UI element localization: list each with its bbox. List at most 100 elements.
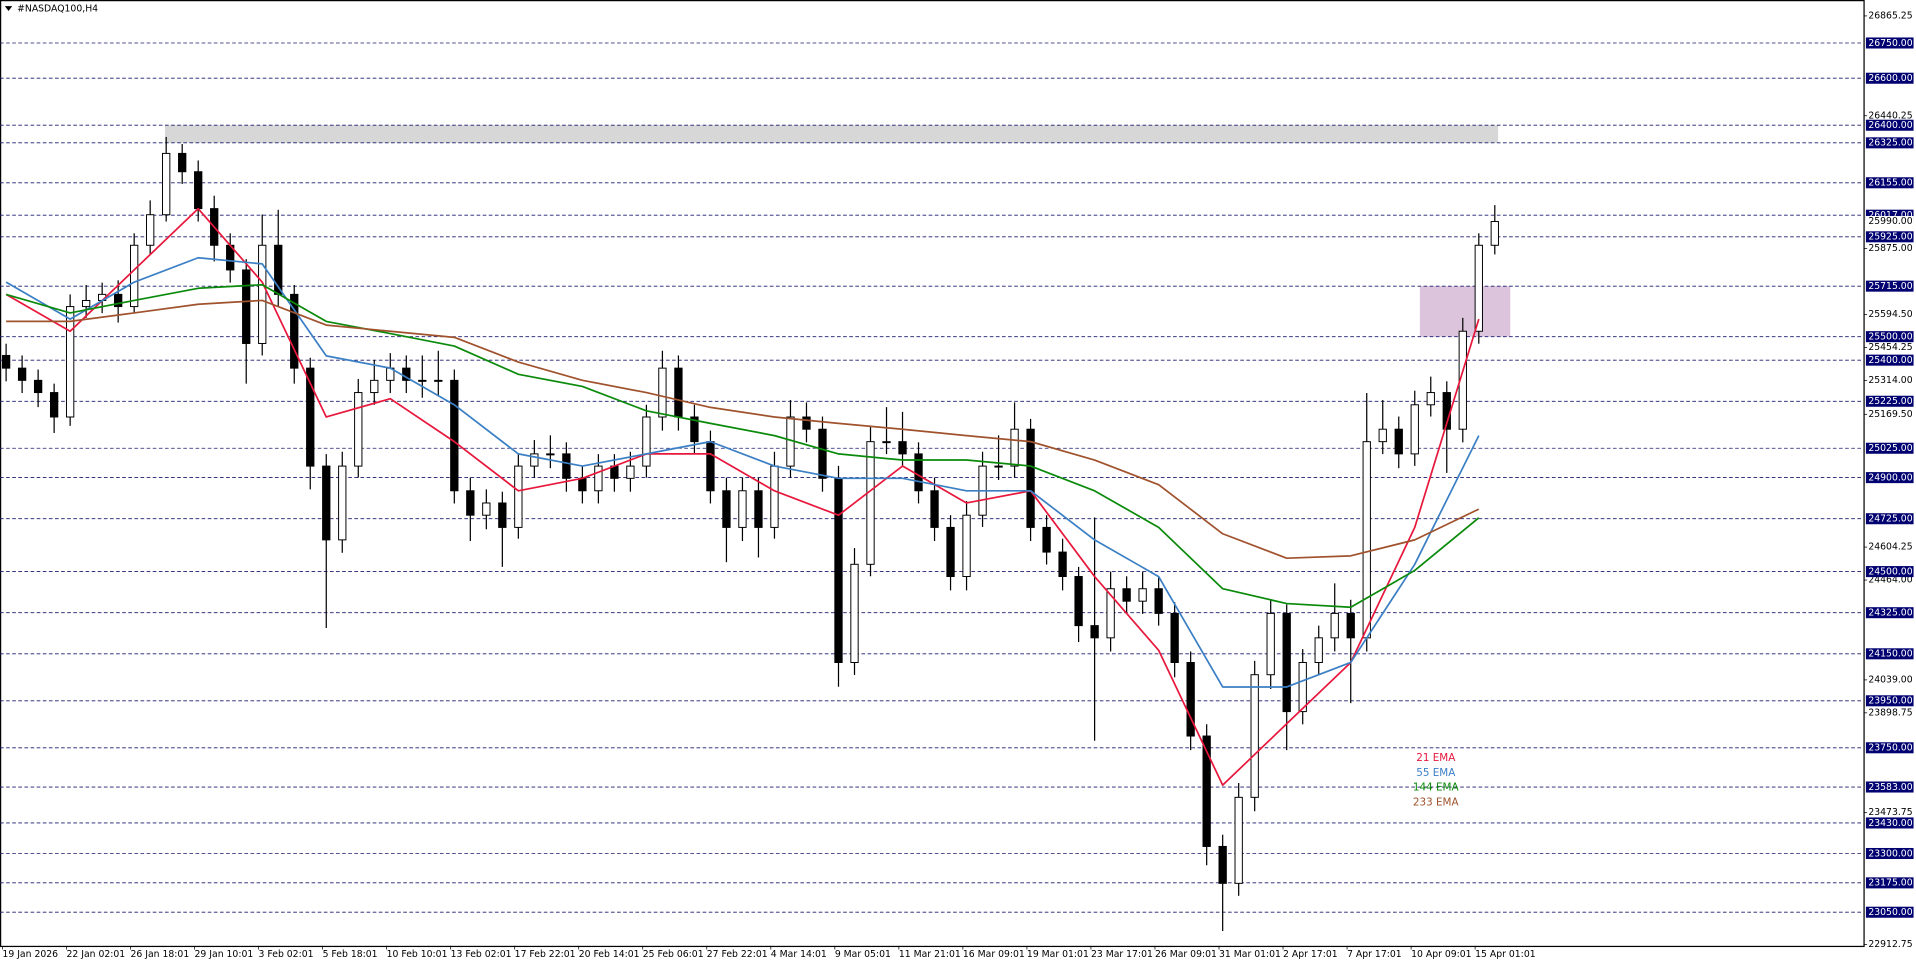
level-label-bg [1865, 442, 1914, 454]
candle-body [898, 441, 907, 455]
level-label: 26600.00 [1868, 73, 1912, 84]
candle-body [1314, 637, 1323, 663]
ema-line [5, 283, 1480, 609]
y-tick-label: 24604.25 [1868, 542, 1912, 553]
candle-body [850, 563, 859, 663]
y-tick-label: 25594.50 [1868, 309, 1912, 320]
legend-entry: 21 EMA [1416, 752, 1456, 764]
level-label-bg [1865, 209, 1914, 221]
candle-body [450, 379, 459, 492]
x-tick-label: 15 Apr 01:01 [1475, 949, 1536, 960]
level-label-bg [1865, 847, 1914, 860]
candle-body [1058, 551, 1067, 578]
x-tick-label: 26 Jan 18:01 [131, 949, 190, 960]
candle-body [658, 367, 667, 418]
candle-body [258, 244, 267, 344]
candle-body [738, 490, 747, 528]
candle-body [1362, 441, 1371, 639]
candle-body [1042, 526, 1051, 553]
level-label: 25925.00 [1868, 232, 1912, 243]
candle-body [17, 367, 27, 381]
y-tick-label: 26440.25 [1868, 110, 1912, 121]
candle-body [194, 171, 203, 210]
candle-body [674, 367, 683, 418]
candle-body [1346, 612, 1355, 639]
level-label-bg [1865, 37, 1914, 49]
level-label-bg [1865, 177, 1914, 189]
level-label-bg [1865, 607, 1914, 619]
candle-body [706, 441, 715, 492]
x-tick-label: 4 Mar 14:01 [771, 949, 827, 960]
candle-body [882, 441, 891, 444]
level-label: 24325.00 [1868, 608, 1912, 619]
level-label: 23050.00 [1868, 907, 1912, 918]
level-label: 23750.00 [1868, 743, 1912, 754]
candle-body [1234, 796, 1243, 884]
candle-body [866, 441, 875, 565]
x-tick-label: 20 Feb 14:01 [579, 949, 640, 960]
candle-body [1282, 612, 1291, 713]
level-label-bg [1865, 137, 1914, 149]
level-label: 25400.00 [1868, 355, 1912, 366]
candle-body [994, 465, 1003, 468]
candle-body [754, 490, 763, 528]
y-tick-label: 25169.50 [1868, 409, 1912, 420]
candle-body [930, 490, 939, 528]
level-label-bg [1865, 354, 1914, 366]
level-label: 24900.00 [1868, 472, 1912, 483]
level-label-bg [1865, 648, 1914, 660]
candle-body [1474, 244, 1483, 332]
candle-body [770, 465, 779, 528]
candle-body [498, 502, 507, 528]
candle-body [722, 490, 731, 528]
title-arrow [4, 6, 13, 12]
x-tick-label: 13 Feb 02:01 [451, 949, 512, 960]
level-label-bg [1865, 877, 1914, 889]
candle-body [1330, 612, 1339, 639]
candle-body [946, 526, 955, 578]
candle-body [322, 465, 331, 541]
level-label-bg [1865, 331, 1914, 343]
y-tick-label: 24039.00 [1868, 674, 1912, 685]
level-label: 23583.00 [1868, 782, 1912, 793]
candle-body [1378, 428, 1387, 443]
candle-body [818, 428, 827, 479]
candle-body [114, 293, 123, 308]
y-tick-label: 25875.00 [1868, 243, 1912, 254]
candle-body [1250, 674, 1259, 798]
candle-body [626, 465, 635, 479]
candle-body [1266, 612, 1275, 676]
last-price-bg [1865, 216, 1914, 228]
level-label-bg [1865, 119, 1914, 131]
x-tick-label: 19 Mar 01:01 [1027, 949, 1089, 960]
level-label-bg [1865, 566, 1914, 578]
candle-body [370, 379, 379, 394]
candle-body [178, 152, 187, 173]
level-label: 26400.00 [1868, 120, 1912, 131]
x-tick-label: 31 Mar 01:01 [1219, 949, 1281, 960]
x-tick-label: 3 Feb 02:01 [259, 949, 314, 960]
level-label: 24725.00 [1868, 514, 1912, 525]
x-tick-label: 11 Mar 21:01 [899, 949, 961, 960]
zone [1419, 286, 1511, 337]
candle-body [1186, 662, 1195, 737]
candle-body [418, 379, 427, 382]
level-label-bg [1865, 72, 1914, 84]
ema-line [5, 207, 1480, 786]
level-label: 26155.00 [1868, 178, 1912, 189]
candle-body [242, 269, 251, 344]
level-label: 23300.00 [1868, 848, 1912, 859]
level-label-bg [1865, 395, 1914, 407]
level-label: 24500.00 [1868, 566, 1912, 577]
candle-body [466, 490, 475, 516]
zone [164, 125, 1499, 143]
candle-body [802, 416, 811, 430]
candle-body [33, 379, 43, 394]
ema-line [6, 299, 1480, 560]
y-tick-label: 24464.00 [1868, 575, 1912, 586]
x-tick-label: 5 Feb 18:01 [323, 949, 378, 960]
candle-body [834, 477, 843, 663]
last-price-label: 25990.00 [1868, 216, 1912, 227]
level-label: 26017.00 [1868, 210, 1912, 221]
candle-body [81, 299, 91, 308]
